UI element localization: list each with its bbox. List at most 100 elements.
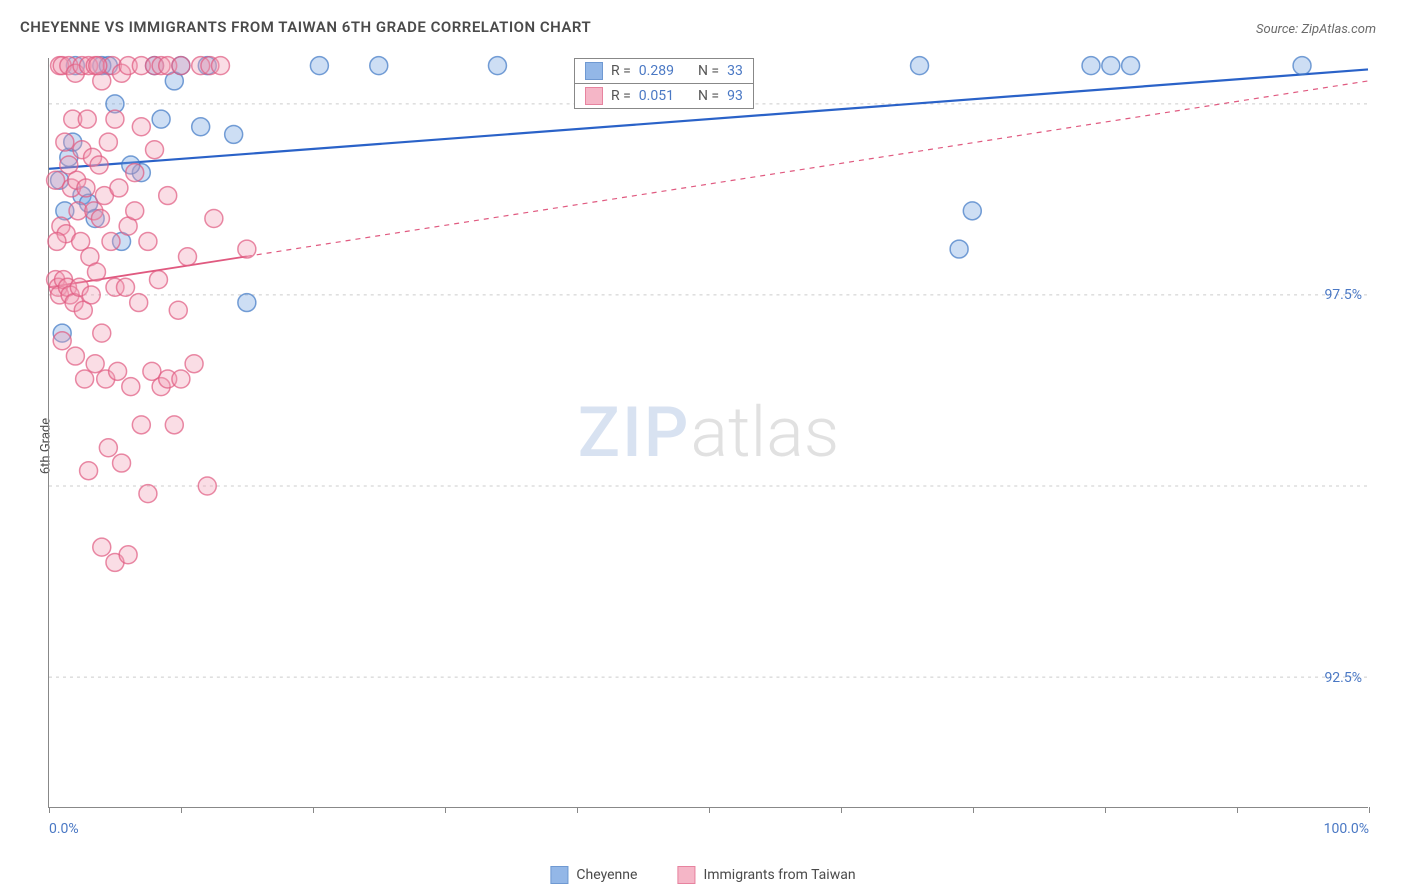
cheyenne-point	[192, 118, 210, 136]
taiwan-point	[169, 301, 187, 319]
taiwan-point	[106, 110, 124, 128]
chart-legend: Cheyenne Immigrants from Taiwan	[550, 866, 855, 884]
taiwan-trend-line-dashed	[247, 81, 1368, 256]
cheyenne-point	[1293, 57, 1311, 75]
taiwan-point	[119, 546, 137, 564]
cheyenne-legend-swatch-icon	[550, 866, 568, 884]
taiwan-point	[130, 294, 148, 312]
taiwan-point	[99, 439, 117, 457]
taiwan-point	[238, 240, 256, 258]
taiwan-point	[126, 202, 144, 220]
taiwan-point	[78, 110, 96, 128]
x-tick-mark	[709, 807, 710, 813]
r-value: 0.051	[639, 88, 674, 104]
taiwan-point	[179, 248, 197, 266]
cheyenne-point	[310, 57, 328, 75]
legend-item-taiwan: Immigrants from Taiwan	[677, 866, 855, 884]
taiwan-point	[132, 416, 150, 434]
chart-title: CHEYENNE VS IMMIGRANTS FROM TAIWAN 6TH G…	[20, 18, 591, 36]
cheyenne-point	[1082, 57, 1100, 75]
taiwan-swatch-icon	[585, 87, 603, 105]
cheyenne-swatch-icon	[585, 62, 603, 80]
r-label: R =	[611, 88, 631, 104]
cheyenne-point	[963, 202, 981, 220]
source-label: Source:	[1256, 22, 1298, 37]
legend-label: Cheyenne	[576, 867, 637, 883]
x-tick-mark	[181, 807, 182, 813]
taiwan-point	[77, 179, 95, 197]
x-tick-mark	[1237, 807, 1238, 813]
taiwan-point	[87, 263, 105, 281]
cheyenne-point	[911, 57, 929, 75]
taiwan-point	[139, 485, 157, 503]
n-value: 33	[727, 63, 743, 79]
cheyenne-point	[488, 57, 506, 75]
taiwan-point	[91, 210, 109, 228]
n-label: N =	[698, 88, 719, 104]
taiwan-point	[53, 332, 71, 350]
source-value: ZipAtlas.com	[1301, 22, 1376, 37]
taiwan-point	[90, 156, 108, 174]
taiwan-point	[165, 416, 183, 434]
n-value: 93	[727, 88, 743, 104]
correlation-stats-box: R = 0.289 N = 33 R = 0.051 N = 93	[574, 58, 754, 109]
plot-svg	[49, 58, 1368, 807]
cheyenne-point	[950, 240, 968, 258]
legend-item-cheyenne: Cheyenne	[550, 866, 637, 884]
x-tick-mark	[1369, 807, 1370, 813]
taiwan-point	[117, 278, 135, 296]
taiwan-point	[89, 57, 107, 75]
x-tick-mark	[577, 807, 578, 813]
taiwan-point	[172, 370, 190, 388]
taiwan-point	[126, 164, 144, 182]
taiwan-point	[139, 232, 157, 250]
taiwan-point	[159, 187, 177, 205]
r-value: 0.289	[639, 63, 674, 79]
taiwan-point	[205, 210, 223, 228]
taiwan-point	[76, 370, 94, 388]
x-tick-mark	[1105, 807, 1106, 813]
taiwan-point	[146, 141, 164, 159]
cheyenne-point	[225, 125, 243, 143]
y-tick-label: 92.5%	[1324, 670, 1370, 686]
x-tick-mark	[445, 807, 446, 813]
taiwan-point	[82, 286, 100, 304]
taiwan-point	[211, 57, 229, 75]
scatter-plot-area: 92.5%97.5% 0.0%100.0% ZIPatlas R =0.289N…	[48, 58, 1368, 808]
taiwan-point	[56, 133, 74, 151]
y-tick-label: 97.5%	[1324, 287, 1370, 303]
x-tick-mark	[841, 807, 842, 813]
taiwan-point	[109, 362, 127, 380]
taiwan-point	[93, 538, 111, 556]
x-tick-mark	[973, 807, 974, 813]
legend-label: Immigrants from Taiwan	[703, 867, 855, 883]
taiwan-point	[86, 355, 104, 373]
cheyenne-point	[152, 110, 170, 128]
x-tick-mark	[313, 807, 314, 813]
cheyenne-point	[1122, 57, 1140, 75]
taiwan-point	[99, 133, 117, 151]
taiwan-legend-swatch-icon	[677, 866, 695, 884]
taiwan-point	[122, 378, 140, 396]
taiwan-point	[198, 477, 216, 495]
taiwan-point	[80, 462, 98, 480]
taiwan-point	[149, 271, 167, 289]
source-attribution: Source: ZipAtlas.com	[1256, 22, 1376, 37]
taiwan-point	[48, 232, 66, 250]
taiwan-point	[93, 324, 111, 342]
taiwan-point	[102, 232, 120, 250]
cheyenne-point	[370, 57, 388, 75]
cheyenne-point	[238, 294, 256, 312]
cheyenne-point	[1102, 57, 1120, 75]
taiwan-point	[66, 347, 84, 365]
x-tick-mark	[49, 807, 50, 813]
taiwan-point	[110, 179, 128, 197]
x-tick-label: 100.0%	[1324, 821, 1369, 837]
taiwan-point	[113, 454, 131, 472]
taiwan-point	[132, 118, 150, 136]
stats-row-taiwan: R = 0.051 N = 93	[575, 83, 753, 108]
x-tick-label: 0.0%	[49, 821, 79, 837]
n-label: N =	[698, 63, 719, 79]
r-label: R =	[611, 63, 631, 79]
taiwan-point	[185, 355, 203, 373]
